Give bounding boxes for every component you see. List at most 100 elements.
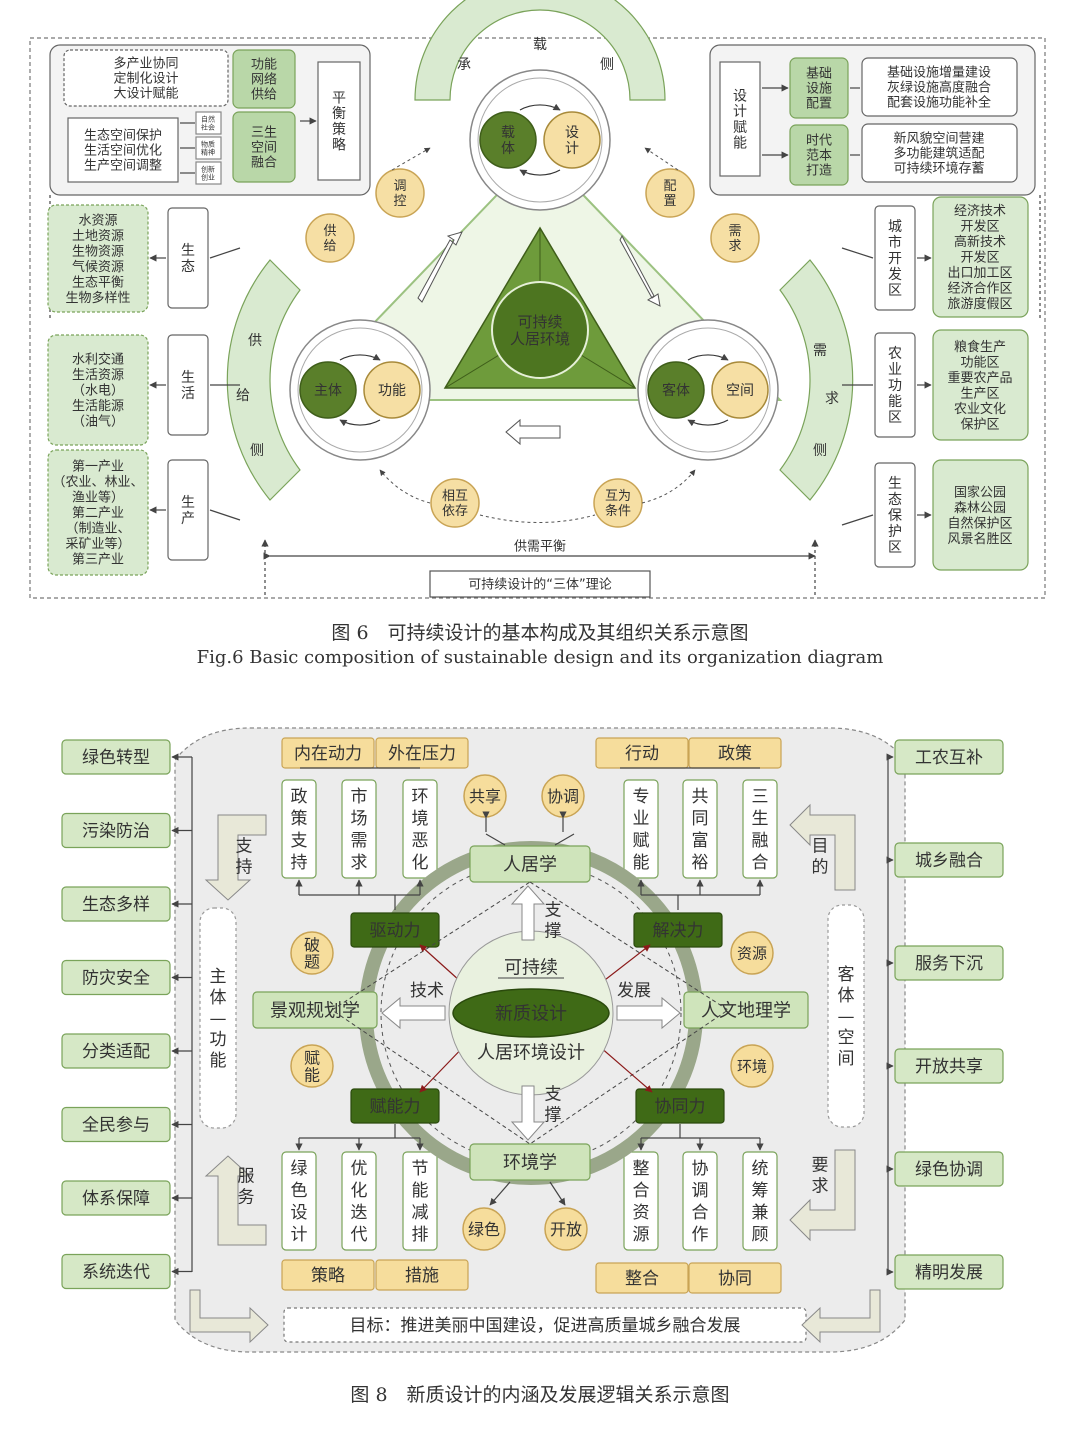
arrow-require — [789, 1149, 856, 1242]
right-list-text-1: 经济技术开发区高新技术开发区出口加工区经济合作区旅游度假区 — [947, 204, 1012, 312]
right-list-box-5 — [894, 1151, 1004, 1187]
left-list-text-3: 第一产业（农业、林业、渔业等）第二产业（制造业、采矿业等）第三产业 — [52, 460, 143, 568]
node-left-outer-ring — [289, 319, 431, 461]
top-arch — [414, 0, 666, 101]
node-top-label-b: 设计 — [565, 125, 579, 157]
node-left-label-a: 主体 — [314, 383, 342, 399]
left-arch-label-3: 侧 — [250, 443, 264, 459]
top-right-col-box-2 — [682, 779, 718, 879]
tl-tiny-box-3 — [195, 161, 222, 185]
top-header-text-1: 内在动力 — [294, 744, 362, 764]
right-arch-label-1: 需 — [813, 343, 827, 359]
conn-bottom-1 — [489, 1181, 511, 1206]
arrow-goal — [789, 803, 856, 891]
relation-label-3: 供给 — [323, 224, 336, 254]
top-header-text-3: 行动 — [625, 744, 659, 764]
relation-label-2: 配置 — [663, 179, 676, 209]
force-text-4: 协同力 — [655, 1097, 706, 1117]
node-top-circle-b — [543, 111, 601, 169]
right-cat-box-1 — [874, 205, 916, 311]
bottom-left-col-text-2: 优化迭代 — [351, 1159, 368, 1245]
tl-tiny-text-1: 自然社会 — [201, 114, 215, 131]
tr-b2-text: 新风貌空间营建多功能建筑适配可持续环境存蓄 — [893, 131, 984, 177]
right-list-box-2 — [894, 842, 1004, 878]
right-circle-1-text: 资源 — [737, 944, 767, 962]
right-circle-2 — [730, 1044, 774, 1088]
left-list-text-1: 绿色转型 — [82, 748, 150, 768]
hollow-arrow-left — [381, 996, 446, 1030]
bottom-right-col-box-2 — [682, 1151, 718, 1251]
right-arch-label-3: 侧 — [813, 443, 827, 459]
tri-arrow-bottom — [505, 418, 561, 446]
force-box-1 — [350, 912, 440, 948]
left-list-box-3 — [47, 449, 149, 576]
left-cat-box-3 — [167, 459, 209, 561]
right-circle-1 — [730, 931, 774, 975]
force-box-3 — [350, 1088, 440, 1124]
hollow-arrow-right — [616, 996, 681, 1030]
dash-arrow-3 — [379, 469, 431, 504]
node-right-outer-ring — [637, 319, 779, 461]
tl-box2-text: 生态空间保护生活空间优化生产空间调整 — [84, 129, 162, 174]
relation-circle-4 — [710, 213, 760, 263]
node-left-cycle-arrow-top — [339, 353, 381, 361]
right-cat-box-2 — [874, 332, 916, 438]
goal-arrow-left — [189, 1289, 269, 1344]
right-list-text-2: 城乡融合 — [915, 851, 983, 871]
left-cat-link-1 — [209, 247, 241, 259]
top-left-col-text-1: 政策支持 — [291, 787, 308, 873]
right-circle-2-text: 环境 — [737, 1057, 767, 1075]
top-right-col-text-1: 专业赋能 — [633, 787, 650, 873]
top-header-text-4: 政策 — [718, 744, 752, 764]
bottom-right-col-text-2: 协调合作 — [692, 1159, 709, 1245]
conn-top-1 — [485, 833, 506, 846]
right-list-text-2: 粮食生产功能区重要农产品生产区农业文化保护区 — [947, 339, 1012, 433]
tr-g2 — [789, 124, 849, 186]
bottom-circle-2-text: 开放 — [550, 1220, 582, 1239]
left-list-box-2 — [61, 812, 171, 849]
relation-circle-3 — [305, 213, 355, 263]
tech-label: 技术 — [410, 981, 444, 1001]
arrow-support-text: 支持 — [236, 837, 253, 878]
goal-arrow-right — [801, 1289, 881, 1344]
node-right-circle-a — [647, 361, 705, 419]
center-ellipse — [452, 988, 610, 1038]
bottom-header-text-2: 措施 — [405, 1266, 439, 1286]
node-renwen-text: 人文地理学 — [701, 1000, 791, 1021]
tl-tiny-text-3: 创新创业 — [201, 164, 215, 181]
right-cat-box-3 — [874, 462, 916, 568]
develop-label: 发展 — [617, 981, 651, 1001]
left-list-text-7: 体系保障 — [82, 1189, 150, 1209]
support-bottom-text: 支撑 — [545, 1085, 562, 1126]
bottom-header-4 — [688, 1262, 782, 1294]
node-right-inner-ring — [645, 327, 771, 453]
dash-arrow-2 — [644, 147, 679, 171]
bottom-header-text-4: 协同 — [718, 1269, 752, 1289]
tl-tiny-box-1 — [195, 111, 222, 135]
relation-label-4: 需求 — [728, 224, 741, 254]
theory-box — [429, 570, 651, 598]
tr-b2 — [861, 123, 1018, 183]
top-right-col-box-1 — [623, 779, 659, 879]
bottom-circle-2 — [544, 1207, 588, 1251]
bottom-right-col-text-1: 整合资源 — [633, 1159, 650, 1245]
side-left-box — [199, 907, 237, 1129]
left-circle-2-text: 赋能 — [304, 1048, 320, 1084]
conn-bottom-2 — [549, 1181, 566, 1206]
node-right-cycle-arrow-top — [687, 353, 729, 361]
center-mid-text: 新质设计 — [495, 1003, 567, 1024]
arrow-service — [204, 1155, 267, 1246]
tl-mid1-text: 功能网络供给 — [251, 58, 277, 103]
left-list-box-4 — [61, 959, 171, 996]
bottom-header-2 — [375, 1259, 469, 1291]
left-list-text-5: 分类适配 — [82, 1042, 150, 1062]
node-left-cycle-arrow-bottom — [339, 419, 381, 427]
tl-mid2-text: 三生空间融合 — [251, 126, 277, 171]
center-label: 可持续人居环境 — [510, 313, 570, 348]
side-right-box — [827, 904, 865, 1128]
left-arch-label-1: 供 — [248, 333, 262, 349]
left-list-text-4: 防灾安全 — [82, 969, 150, 989]
top-circle-2-text: 协调 — [547, 787, 579, 806]
left-list-box-1 — [47, 204, 149, 313]
bottom-left-col-text-3: 节能减排 — [412, 1159, 429, 1245]
